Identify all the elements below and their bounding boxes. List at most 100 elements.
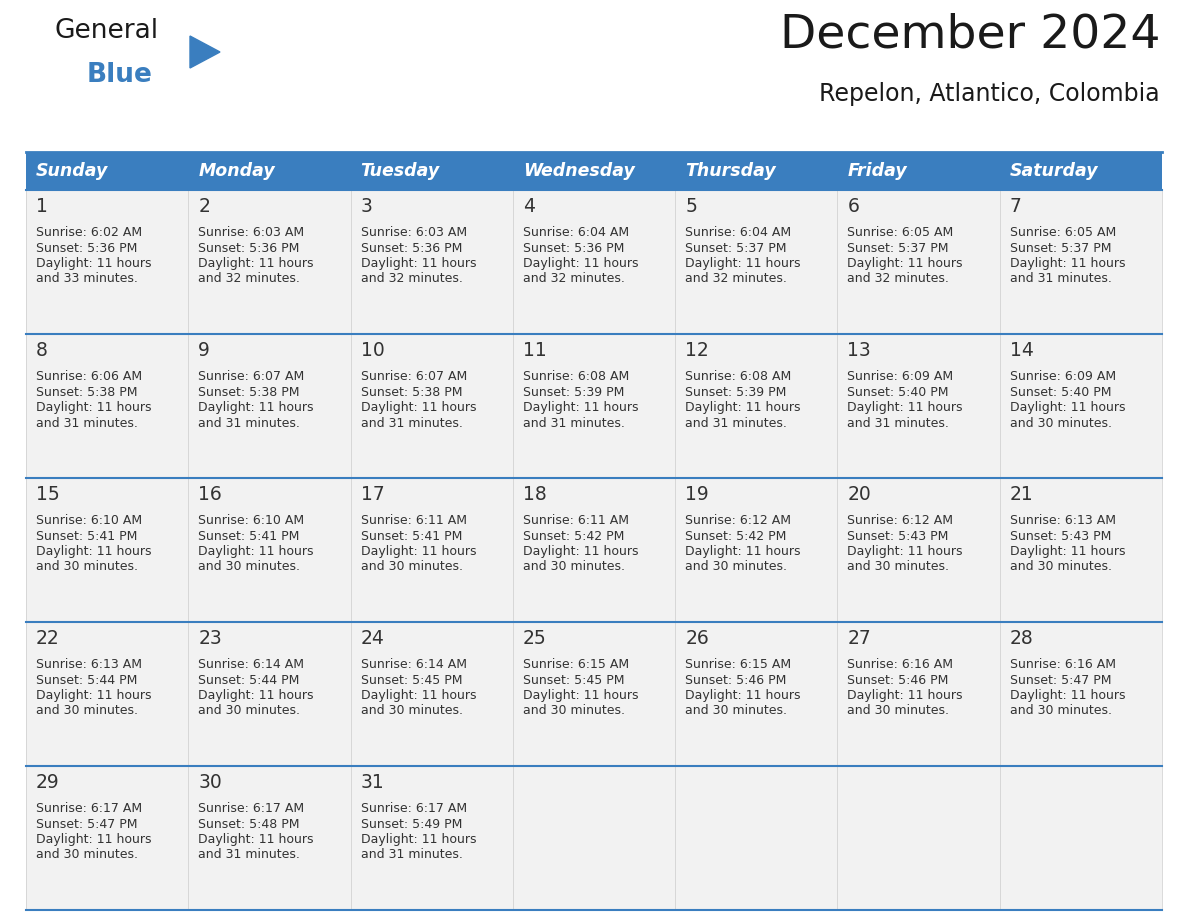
- Text: and 32 minutes.: and 32 minutes.: [198, 273, 301, 285]
- Text: Sunset: 5:42 PM: Sunset: 5:42 PM: [523, 530, 624, 543]
- Text: Sunset: 5:48 PM: Sunset: 5:48 PM: [198, 818, 299, 831]
- Text: Sunrise: 6:12 AM: Sunrise: 6:12 AM: [685, 514, 791, 527]
- Text: Sunset: 5:46 PM: Sunset: 5:46 PM: [685, 674, 786, 687]
- Text: Sunrise: 6:13 AM: Sunrise: 6:13 AM: [1010, 514, 1116, 527]
- Text: 9: 9: [198, 341, 210, 360]
- Text: Sunrise: 6:17 AM: Sunrise: 6:17 AM: [36, 802, 143, 815]
- Text: Sunset: 5:37 PM: Sunset: 5:37 PM: [847, 241, 949, 254]
- Text: Sunset: 5:41 PM: Sunset: 5:41 PM: [361, 530, 462, 543]
- Text: Sunset: 5:49 PM: Sunset: 5:49 PM: [361, 818, 462, 831]
- Text: December 2024: December 2024: [779, 12, 1159, 57]
- Text: Sunrise: 6:17 AM: Sunrise: 6:17 AM: [361, 802, 467, 815]
- Text: Sunrise: 6:14 AM: Sunrise: 6:14 AM: [361, 658, 467, 671]
- Text: Sunrise: 6:10 AM: Sunrise: 6:10 AM: [198, 514, 304, 527]
- Bar: [350, 152, 513, 190]
- Text: 7: 7: [1010, 197, 1022, 216]
- Text: and 30 minutes.: and 30 minutes.: [198, 561, 301, 574]
- Text: Sunrise: 6:03 AM: Sunrise: 6:03 AM: [361, 226, 467, 239]
- Text: 26: 26: [685, 629, 709, 648]
- Text: 16: 16: [198, 485, 222, 504]
- Text: 2: 2: [198, 197, 210, 216]
- Text: and 30 minutes.: and 30 minutes.: [36, 848, 138, 861]
- Text: Sunrise: 6:13 AM: Sunrise: 6:13 AM: [36, 658, 143, 671]
- Bar: [838, 152, 1000, 190]
- Text: Thursday: Thursday: [685, 162, 776, 180]
- Text: Sunrise: 6:03 AM: Sunrise: 6:03 AM: [198, 226, 304, 239]
- Text: and 30 minutes.: and 30 minutes.: [1010, 561, 1112, 574]
- Text: 23: 23: [198, 629, 222, 648]
- Text: 24: 24: [361, 629, 385, 648]
- Text: Sunrise: 6:07 AM: Sunrise: 6:07 AM: [361, 370, 467, 383]
- Text: Sunset: 5:40 PM: Sunset: 5:40 PM: [847, 386, 949, 398]
- Text: Blue: Blue: [87, 62, 153, 88]
- Text: Daylight: 11 hours: Daylight: 11 hours: [36, 545, 152, 558]
- Text: Sunrise: 6:14 AM: Sunrise: 6:14 AM: [198, 658, 304, 671]
- Text: 1: 1: [36, 197, 48, 216]
- Text: Sunset: 5:37 PM: Sunset: 5:37 PM: [685, 241, 786, 254]
- Text: and 32 minutes.: and 32 minutes.: [523, 273, 625, 285]
- Text: Sunset: 5:44 PM: Sunset: 5:44 PM: [36, 674, 138, 687]
- Bar: [26, 478, 1162, 622]
- Text: Daylight: 11 hours: Daylight: 11 hours: [847, 401, 963, 414]
- Text: 6: 6: [847, 197, 859, 216]
- Text: and 31 minutes.: and 31 minutes.: [361, 417, 462, 430]
- Text: Sunset: 5:47 PM: Sunset: 5:47 PM: [36, 818, 138, 831]
- Text: Sunrise: 6:06 AM: Sunrise: 6:06 AM: [36, 370, 143, 383]
- Text: Sunday: Sunday: [36, 162, 108, 180]
- Bar: [26, 334, 1162, 478]
- Text: Daylight: 11 hours: Daylight: 11 hours: [1010, 257, 1125, 270]
- Text: 13: 13: [847, 341, 871, 360]
- Text: Sunset: 5:39 PM: Sunset: 5:39 PM: [685, 386, 786, 398]
- Text: Daylight: 11 hours: Daylight: 11 hours: [1010, 545, 1125, 558]
- Text: Sunset: 5:36 PM: Sunset: 5:36 PM: [361, 241, 462, 254]
- Text: and 31 minutes.: and 31 minutes.: [198, 417, 301, 430]
- Text: Sunset: 5:38 PM: Sunset: 5:38 PM: [361, 386, 462, 398]
- Text: Daylight: 11 hours: Daylight: 11 hours: [685, 401, 801, 414]
- Text: 29: 29: [36, 773, 59, 792]
- Text: Sunset: 5:36 PM: Sunset: 5:36 PM: [36, 241, 138, 254]
- Text: Sunrise: 6:17 AM: Sunrise: 6:17 AM: [198, 802, 304, 815]
- Polygon shape: [190, 36, 220, 68]
- Text: 4: 4: [523, 197, 535, 216]
- Text: Daylight: 11 hours: Daylight: 11 hours: [523, 545, 638, 558]
- Text: Sunset: 5:45 PM: Sunset: 5:45 PM: [361, 674, 462, 687]
- Text: Daylight: 11 hours: Daylight: 11 hours: [685, 545, 801, 558]
- Text: and 30 minutes.: and 30 minutes.: [361, 704, 462, 718]
- Text: Sunset: 5:44 PM: Sunset: 5:44 PM: [198, 674, 299, 687]
- Text: and 30 minutes.: and 30 minutes.: [685, 561, 788, 574]
- Text: and 30 minutes.: and 30 minutes.: [36, 561, 138, 574]
- Text: Sunrise: 6:08 AM: Sunrise: 6:08 AM: [685, 370, 791, 383]
- Text: 28: 28: [1010, 629, 1034, 648]
- Text: 18: 18: [523, 485, 546, 504]
- Text: and 30 minutes.: and 30 minutes.: [36, 704, 138, 718]
- Text: Tuesday: Tuesday: [361, 162, 440, 180]
- Text: Sunrise: 6:05 AM: Sunrise: 6:05 AM: [1010, 226, 1116, 239]
- Text: 31: 31: [361, 773, 385, 792]
- Text: and 30 minutes.: and 30 minutes.: [685, 704, 788, 718]
- Text: and 30 minutes.: and 30 minutes.: [847, 561, 949, 574]
- Text: Sunset: 5:47 PM: Sunset: 5:47 PM: [1010, 674, 1111, 687]
- Text: and 31 minutes.: and 31 minutes.: [685, 417, 786, 430]
- Text: Sunset: 5:43 PM: Sunset: 5:43 PM: [1010, 530, 1111, 543]
- Text: Sunrise: 6:11 AM: Sunrise: 6:11 AM: [361, 514, 467, 527]
- Text: Sunrise: 6:08 AM: Sunrise: 6:08 AM: [523, 370, 630, 383]
- Text: Sunset: 5:45 PM: Sunset: 5:45 PM: [523, 674, 625, 687]
- Text: Friday: Friday: [847, 162, 908, 180]
- Text: and 31 minutes.: and 31 minutes.: [1010, 273, 1112, 285]
- Text: and 31 minutes.: and 31 minutes.: [847, 417, 949, 430]
- Text: and 31 minutes.: and 31 minutes.: [36, 417, 138, 430]
- Text: Sunset: 5:42 PM: Sunset: 5:42 PM: [685, 530, 786, 543]
- Text: 14: 14: [1010, 341, 1034, 360]
- Text: 19: 19: [685, 485, 709, 504]
- Text: Daylight: 11 hours: Daylight: 11 hours: [685, 689, 801, 702]
- Text: Sunset: 5:43 PM: Sunset: 5:43 PM: [847, 530, 949, 543]
- Text: 25: 25: [523, 629, 546, 648]
- Text: Sunset: 5:41 PM: Sunset: 5:41 PM: [36, 530, 138, 543]
- Text: Sunset: 5:38 PM: Sunset: 5:38 PM: [36, 386, 138, 398]
- Text: and 32 minutes.: and 32 minutes.: [847, 273, 949, 285]
- Text: Monday: Monday: [198, 162, 276, 180]
- Text: Sunrise: 6:12 AM: Sunrise: 6:12 AM: [847, 514, 954, 527]
- Text: Daylight: 11 hours: Daylight: 11 hours: [523, 689, 638, 702]
- Bar: [26, 766, 1162, 910]
- Text: 15: 15: [36, 485, 59, 504]
